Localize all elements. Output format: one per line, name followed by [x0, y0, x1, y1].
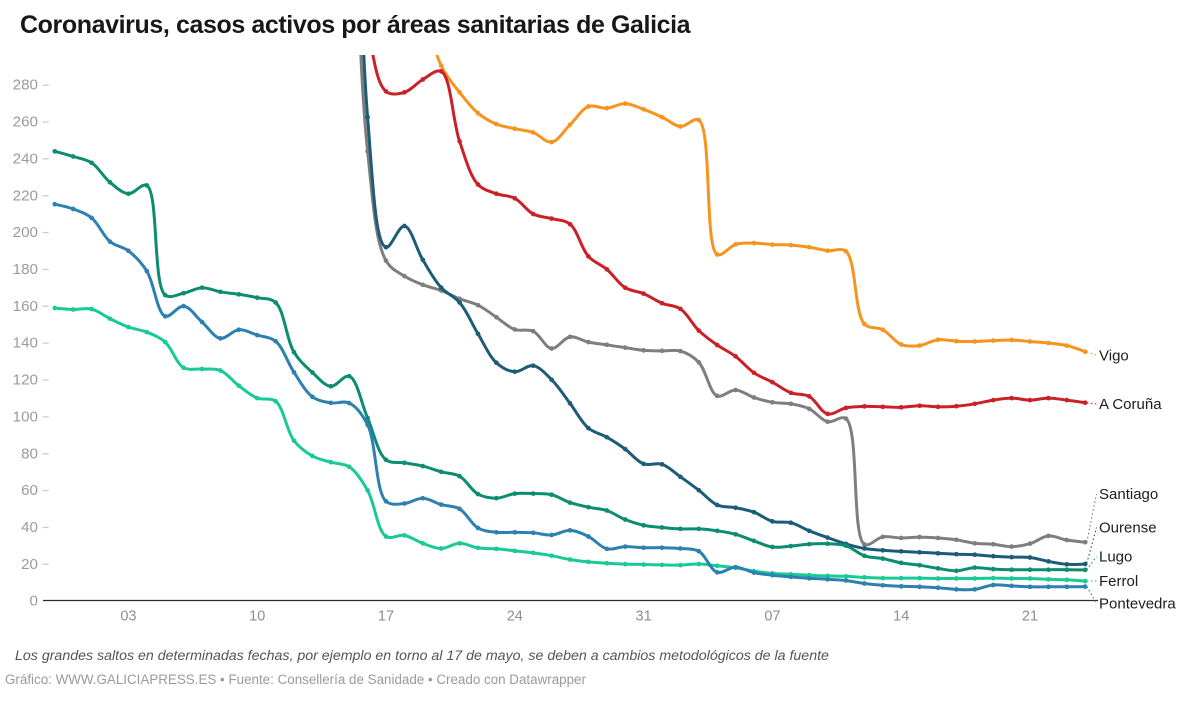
svg-text:160: 160: [13, 298, 38, 315]
svg-text:40: 40: [21, 519, 38, 536]
svg-text:180: 180: [13, 261, 38, 278]
svg-text:Ferrol: Ferrol: [1099, 573, 1138, 590]
svg-text:Pontevedra: Pontevedra: [1099, 596, 1176, 613]
svg-text:280: 280: [13, 77, 38, 94]
svg-text:100: 100: [13, 408, 38, 425]
svg-text:10: 10: [249, 609, 265, 625]
svg-text:0: 0: [30, 593, 38, 610]
svg-text:03: 03: [120, 609, 136, 625]
svg-text:260: 260: [13, 114, 38, 131]
svg-text:Santiago: Santiago: [1099, 486, 1158, 503]
svg-text:Lugo: Lugo: [1099, 549, 1132, 566]
svg-text:17: 17: [378, 609, 394, 625]
svg-text:Ourense: Ourense: [1099, 520, 1157, 537]
svg-text:24: 24: [507, 609, 523, 625]
svg-text:20: 20: [21, 556, 38, 573]
svg-text:A Coruña: A Coruña: [1099, 396, 1162, 413]
svg-text:80: 80: [21, 445, 38, 462]
svg-text:220: 220: [13, 187, 38, 204]
svg-text:240: 240: [13, 150, 38, 167]
svg-text:60: 60: [21, 482, 38, 499]
svg-text:31: 31: [636, 609, 652, 625]
svg-text:14: 14: [893, 609, 909, 625]
svg-text:200: 200: [13, 224, 38, 241]
svg-text:Vigo: Vigo: [1099, 347, 1129, 364]
svg-text:140: 140: [13, 335, 38, 352]
svg-text:07: 07: [764, 609, 780, 625]
svg-text:21: 21: [1022, 609, 1038, 625]
svg-text:120: 120: [13, 372, 38, 389]
